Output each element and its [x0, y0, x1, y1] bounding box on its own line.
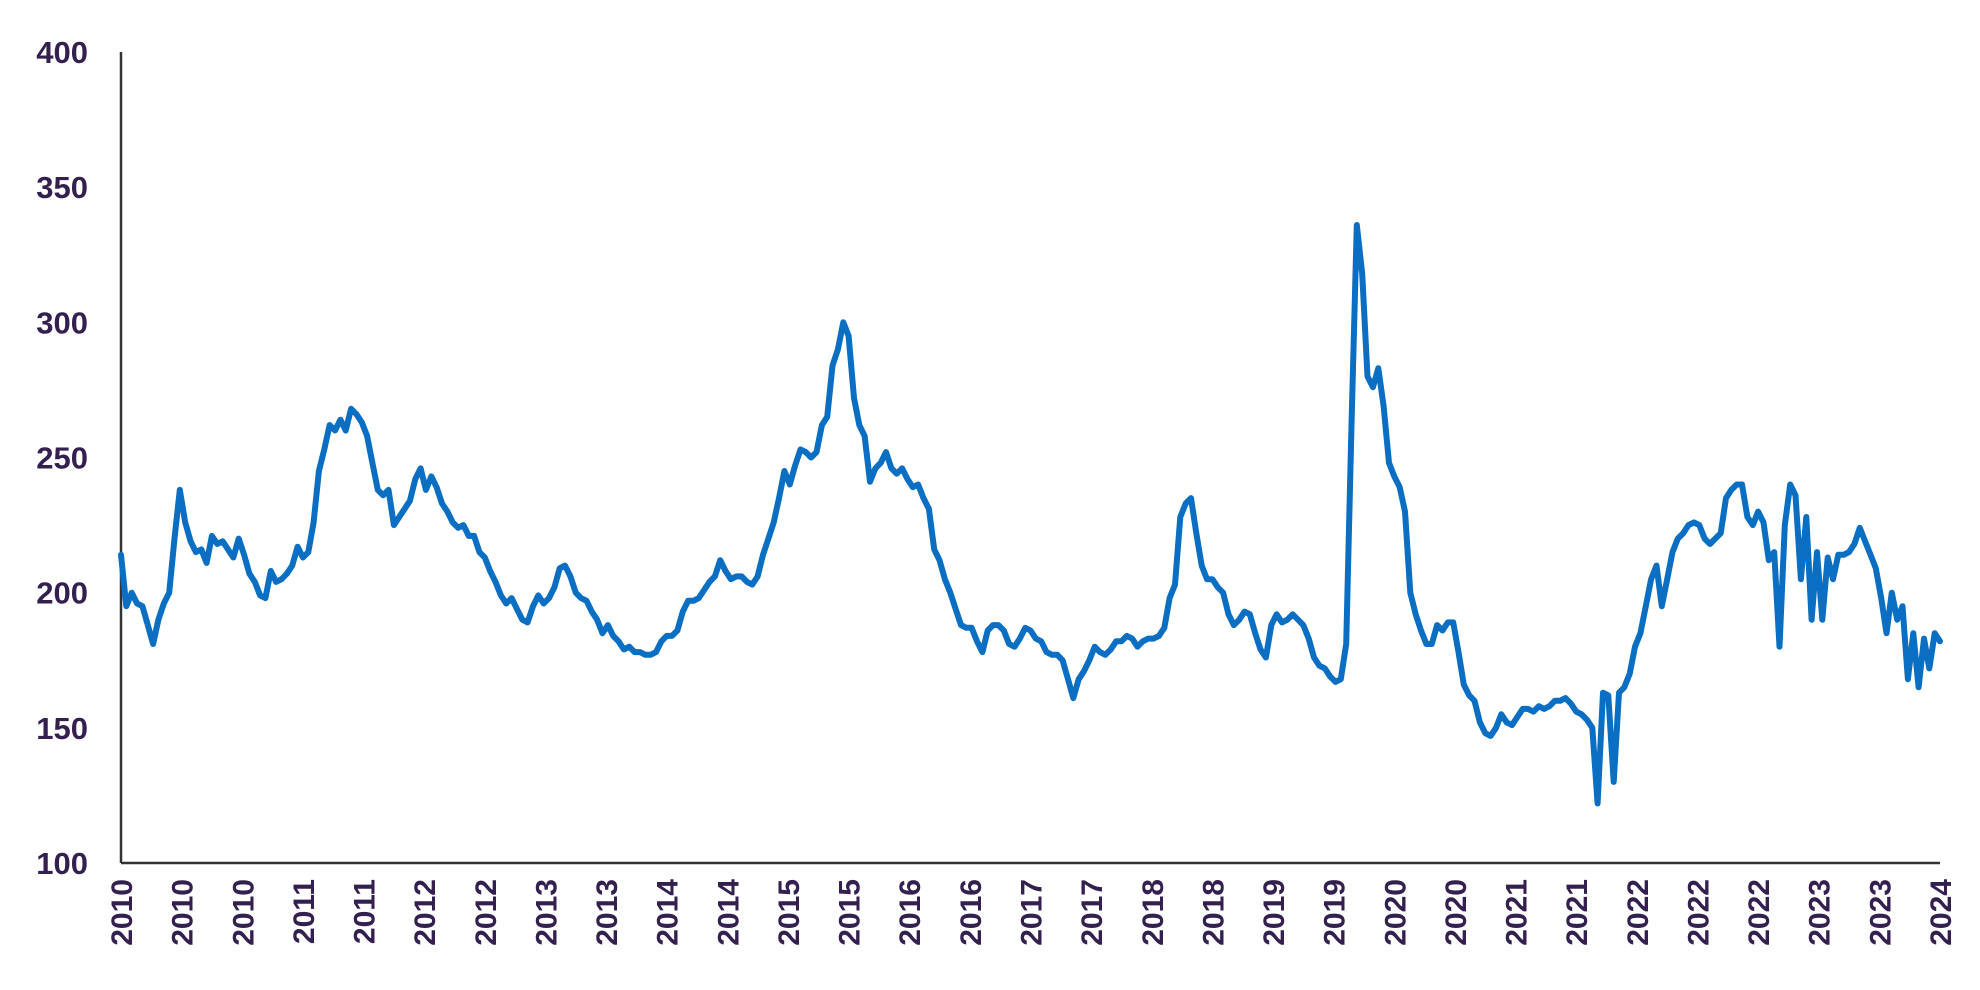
x-tick-label: 2011 [349, 879, 382, 944]
x-tick-label: 2023 [1804, 879, 1837, 946]
x-tick-label: 2024 [1925, 879, 1958, 946]
y-tick-label: 150 [36, 711, 88, 746]
x-tick-label: 2018 [1137, 879, 1170, 946]
x-tick-label: 2012 [409, 879, 442, 946]
x-tick-label: 2018 [1197, 879, 1230, 946]
x-tick-label: 2011 [288, 879, 321, 944]
x-tick-label: 2010 [106, 879, 139, 946]
x-tick-label: 2014 [712, 879, 745, 946]
y-tick-label: 200 [36, 576, 88, 611]
x-tick-label: 2022 [1622, 879, 1655, 946]
x-tick-label: 2019 [1258, 879, 1291, 946]
y-tick-label: 100 [36, 846, 88, 881]
x-tick-label: 2017 [1076, 879, 1109, 946]
x-tick-label: 2014 [652, 879, 685, 946]
x-tick-label: 2010 [227, 879, 260, 946]
x-tick-label: 2021 [1501, 879, 1534, 946]
x-tick-label: 2020 [1440, 879, 1473, 946]
x-tick-label: 2020 [1379, 879, 1412, 946]
x-tick-label: 2023 [1864, 879, 1897, 946]
x-tick-label: 2013 [591, 879, 624, 946]
x-axis-tick-labels: 2010 2010 2010 2011 2011 2012 2012 2013 2013 2014… [106, 879, 1958, 946]
x-tick-label: 2016 [894, 879, 927, 946]
x-tick-label: 2016 [955, 879, 988, 946]
x-tick-label: 2021 [1561, 879, 1594, 946]
x-tick-label: 2012 [470, 879, 503, 946]
x-tick-label: 2013 [530, 879, 563, 946]
y-tick-label: 400 [36, 35, 88, 70]
series-layer [118, 222, 1943, 807]
x-tick-label: 2010 [167, 879, 200, 946]
x-tick-label: 2022 [1682, 879, 1715, 946]
x-tick-label: 2022 [1743, 879, 1776, 946]
x-tick-label: 2015 [773, 879, 806, 946]
y-axis-tick-labels: 100 150 200 250 300 350 400 [36, 35, 88, 881]
y-tick-label: 250 [36, 441, 88, 476]
y-tick-label: 350 [36, 170, 88, 205]
x-tick-label: 2015 [834, 879, 867, 946]
x-tick-label: 2017 [1016, 879, 1049, 946]
y-tick-label: 300 [36, 305, 88, 340]
series-line [118, 222, 1943, 807]
x-tick-label: 2019 [1319, 879, 1352, 946]
